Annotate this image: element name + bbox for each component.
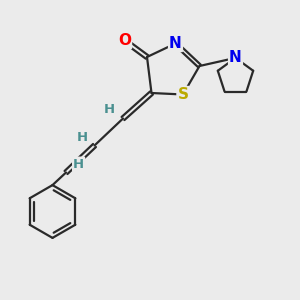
Text: H: H xyxy=(73,158,84,171)
Text: S: S xyxy=(178,87,188,102)
Text: O: O xyxy=(118,33,131,48)
Text: H: H xyxy=(76,130,88,144)
Text: N: N xyxy=(229,50,242,65)
Text: N: N xyxy=(169,36,182,51)
Text: H: H xyxy=(104,103,115,116)
